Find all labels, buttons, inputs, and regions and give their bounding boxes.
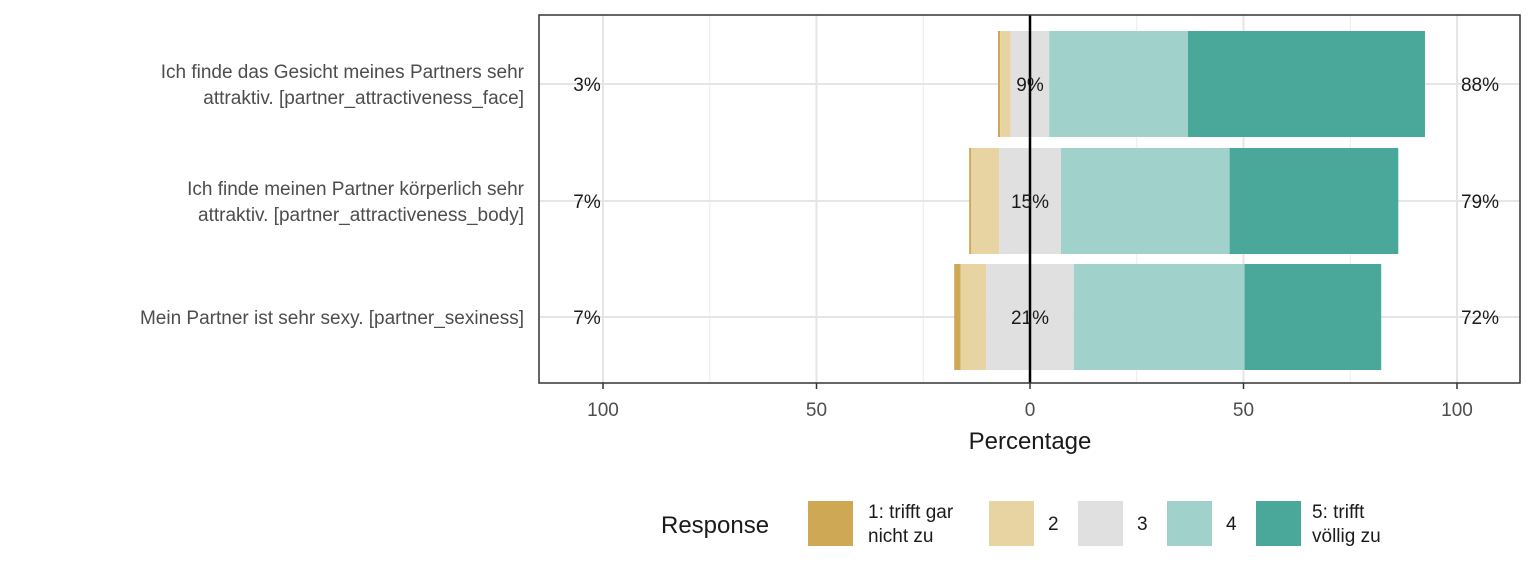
x-tick-label: 50 [1233,400,1254,421]
legend: Response 1: trifft gar nicht zu 2 3 4 5: trif… [661,501,1381,547]
legend-title: Response [661,512,769,539]
legend-key-2 [989,501,1034,546]
bar-segment-1 [969,148,972,254]
percent-labels: 3% 9% 88% 7% 15% 79% 7% 21% 72% [573,75,1499,329]
bar-segment-1 [954,264,961,370]
bar-segment-4 [1060,148,1230,254]
pct-low: 3% [573,75,601,96]
legend-label: 3 [1137,514,1148,535]
x-axis-ticks: 100 50 0 50 100 [587,383,1473,421]
legend-label: 4 [1226,514,1237,535]
pct-high: 79% [1461,192,1499,213]
bar-segment-5 [1229,148,1399,254]
y-label: attraktiv. [partner_attractiveness_face] [203,88,524,109]
x-tick-label: 0 [1025,400,1036,421]
pct-high: 72% [1461,308,1499,329]
bar-segment-5 [1187,31,1425,137]
legend-key-5 [1256,501,1301,546]
bar-segment-2 [971,148,1000,254]
pct-low: 7% [573,308,601,329]
x-tick-label: 100 [1441,400,1473,421]
x-axis-title: Percentage [969,428,1092,455]
legend-label: nicht zu [868,526,933,547]
pct-low: 7% [573,192,601,213]
bar-segment-1 [997,31,1001,137]
pct-neutral: 15% [1011,192,1049,213]
bar-segment-2 [1000,31,1011,137]
pct-high: 88% [1461,75,1499,96]
y-label: attraktiv. [partner_attractiveness_body] [198,205,524,226]
bar-segment-2 [960,264,987,370]
pct-neutral: 21% [1011,308,1049,329]
legend-key-3 [1078,501,1123,546]
legend-label: 5: trifft [1312,502,1365,523]
pct-neutral: 9% [1016,75,1044,96]
legend-key-4 [1167,501,1212,546]
y-label: Mein Partner ist sehr sexy. [partner_sex… [140,308,524,329]
bar-segment-4 [1049,31,1188,137]
legend-label: 1: trifft gar [868,502,954,523]
bar-segment-4 [1073,264,1245,370]
legend-label: völlig zu [1312,526,1381,547]
y-label: Ich finde das Gesicht meines Partners se… [161,62,525,83]
y-label: Ich finde meinen Partner körperlich sehr [187,179,525,200]
legend-key-1 [808,501,853,546]
legend-label: 2 [1048,514,1059,535]
y-axis-labels: Ich finde das Gesicht meines Partners se… [140,62,525,329]
bar-segment-5 [1244,264,1382,370]
x-tick-label: 100 [587,400,619,421]
x-tick-label: 50 [806,400,827,421]
